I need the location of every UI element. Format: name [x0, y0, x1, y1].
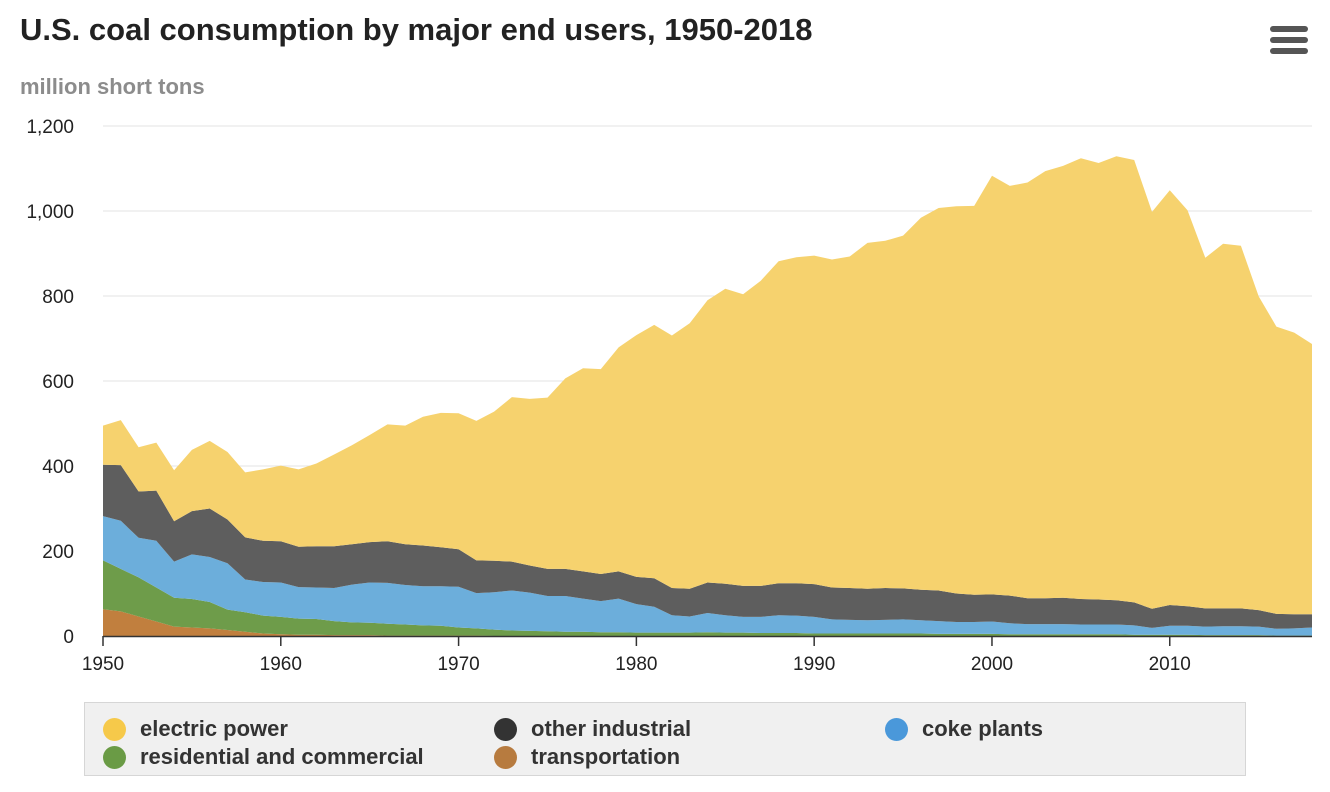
y-axis: 0 200 400 600 800 1,000 1,200 — [26, 117, 74, 648]
legend-item-coke-plants[interactable]: coke plants — [885, 716, 1043, 742]
x-tick-label: 1980 — [615, 654, 657, 675]
area-transportation[interactable] — [103, 609, 1312, 636]
legend-swatch-transportation — [494, 745, 517, 769]
x-axis: 1950 1960 1970 1980 1990 2000 2010 — [82, 635, 1312, 675]
legend-item-residential-and-commercial[interactable]: residential and commercial — [103, 744, 424, 770]
menu-bar — [1270, 48, 1308, 54]
y-tick-label: 600 — [42, 372, 74, 393]
legend-item-other-industrial[interactable]: other industrial — [494, 716, 691, 742]
hamburger-menu-icon[interactable] — [1270, 26, 1308, 58]
x-tick-label: 1960 — [260, 654, 302, 675]
legend-label: transportation — [531, 744, 681, 769]
chart-plot-area: 1950 1960 1970 1980 1990 2000 2010 0 200 400 600 8… — [26, 117, 1312, 675]
area-residential-and-commercial[interactable] — [103, 560, 1312, 636]
chart-subtitle: million short tons — [20, 74, 205, 99]
y-tick-label: 800 — [42, 287, 74, 308]
legend-swatch-residential-and-commercial — [103, 745, 126, 769]
legend-item-electric-power[interactable]: electric power — [103, 716, 288, 742]
legend-swatch-other-industrial — [494, 717, 517, 741]
area-electric-power[interactable] — [103, 156, 1312, 615]
chart-title: U.S. coal consumption by major end users… — [20, 12, 813, 47]
x-tick-label: 2000 — [971, 654, 1013, 675]
legend-label: other industrial — [531, 716, 692, 741]
x-tick-label: 1950 — [82, 654, 124, 675]
legend-swatch-coke-plants — [885, 717, 908, 741]
menu-bar — [1270, 26, 1308, 32]
legend-swatch-electric-power — [103, 717, 126, 741]
y-tick-label: 400 — [42, 457, 74, 478]
legend-label: coke plants — [922, 716, 1044, 741]
area-other-industrial[interactable] — [103, 464, 1312, 629]
x-tick-label: 1970 — [437, 654, 479, 675]
legend-label: electric power — [140, 716, 288, 741]
legend-item-transportation[interactable]: transportation — [494, 744, 680, 770]
x-tick-label: 2010 — [1149, 654, 1191, 675]
menu-bar — [1270, 37, 1308, 43]
stacked-areas — [103, 156, 1312, 636]
legend-label: residential and commercial — [140, 744, 424, 769]
y-tick-label: 1,200 — [26, 117, 74, 138]
y-tick-label: 1,000 — [26, 202, 74, 223]
y-tick-label: 0 — [63, 627, 74, 648]
y-tick-label: 200 — [42, 542, 74, 563]
x-tick-label: 1990 — [793, 654, 835, 675]
area-coke-plants[interactable] — [103, 516, 1312, 636]
legend: electric power other industrial coke pla… — [84, 702, 1246, 776]
